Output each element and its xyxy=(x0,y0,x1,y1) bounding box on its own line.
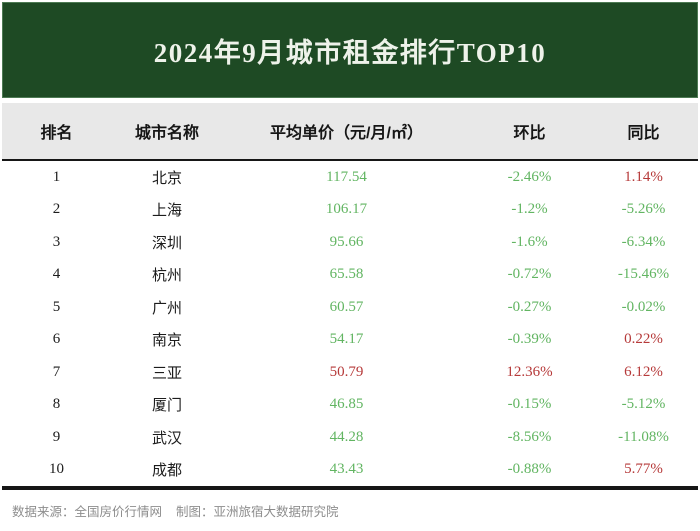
cell-yoy: 5.77% xyxy=(624,461,663,478)
cell-rank: 4 xyxy=(52,266,61,283)
table-row: 9 武汉 44.28 -8.56% -11.08% xyxy=(2,421,698,454)
cell-rank: 10 xyxy=(49,461,64,478)
cell-price: 50.79 xyxy=(329,363,364,380)
cell-rank: 1 xyxy=(52,168,61,185)
cell-rank: 3 xyxy=(52,233,61,250)
cell-price: 54.17 xyxy=(329,331,364,348)
cell-rank: 8 xyxy=(52,396,61,413)
cell-yoy: -0.02% xyxy=(621,298,666,315)
cell-yoy: -5.12% xyxy=(621,396,666,413)
cell-mom: -0.15% xyxy=(507,396,552,413)
cell-mom: -1.6% xyxy=(511,233,548,250)
cell-mom: -0.39% xyxy=(507,331,552,348)
cell-mom: -0.88% xyxy=(507,461,552,478)
cell-price: 117.54 xyxy=(326,168,367,185)
cell-rank: 6 xyxy=(52,331,61,348)
cell-price: 95.66 xyxy=(329,233,364,250)
cell-mom: -8.56% xyxy=(507,428,552,445)
credit-label: 制图：亚洲旅宿大数据研究院 xyxy=(176,504,339,519)
cell-mom: -1.2% xyxy=(511,201,548,218)
cell-yoy: 0.22% xyxy=(624,331,663,348)
cell-city: 广州 xyxy=(151,300,182,317)
cell-city: 成都 xyxy=(151,463,182,480)
table-row: 10 成都 43.43 -0.88% 5.77% xyxy=(2,454,698,487)
table-row: 8 厦门 46.85 -0.15% -5.12% xyxy=(2,389,698,422)
cell-city: 北京 xyxy=(151,170,182,187)
cell-city: 南京 xyxy=(151,333,182,350)
cell-price: 106.17 xyxy=(325,201,368,218)
table-body: 1 北京 117.54 -2.46% 1.14% 2 上海 106.17 -1.2% -5.26%… xyxy=(2,161,698,490)
table-row: 1 北京 117.54 -2.46% 1.14% xyxy=(2,161,698,194)
cell-price: 44.28 xyxy=(329,428,364,445)
cell-yoy: -15.46% xyxy=(617,266,670,283)
cell-mom: 12.36% xyxy=(506,363,553,380)
cell-yoy: -6.34% xyxy=(621,233,666,250)
cell-city: 上海 xyxy=(151,203,182,220)
header-price: 平均单价（元/月/㎡） xyxy=(270,125,423,142)
header-mom: 环比 xyxy=(513,125,546,142)
table-row: 3 深圳 95.66 -1.6% -6.34% xyxy=(2,226,698,259)
cell-mom: -2.46% xyxy=(507,168,552,185)
table-row: 7 三亚 50.79 12.36% 6.12% xyxy=(2,356,698,389)
cell-rank: 5 xyxy=(52,298,61,315)
cell-mom: -0.72% xyxy=(507,266,552,283)
cell-city: 三亚 xyxy=(151,365,182,382)
cell-yoy: 1.14% xyxy=(624,168,663,185)
cell-yoy: -11.08% xyxy=(618,428,669,445)
table-row: 5 广州 60.57 -0.27% -0.02% xyxy=(2,291,698,324)
footer: 数据来源：全国房价行情网 制图：亚洲旅宿大数据研究院 xyxy=(2,490,698,530)
cell-yoy: -5.26% xyxy=(621,201,666,218)
table-header-row: 排名 城市名称 平均单价（元/月/㎡） 环比 同比 xyxy=(2,103,698,161)
header-city: 城市名称 xyxy=(134,125,199,142)
cell-city: 厦门 xyxy=(151,398,182,415)
header-rank: 排名 xyxy=(40,125,73,142)
cell-price: 46.85 xyxy=(329,396,364,413)
page-title: 2024年9月城市租金排行TOP10 xyxy=(153,37,547,68)
cell-city: 深圳 xyxy=(151,235,182,252)
table-row: 2 上海 106.17 -1.2% -5.26% xyxy=(2,194,698,227)
cell-city: 杭州 xyxy=(151,268,182,285)
cell-price: 65.58 xyxy=(329,266,364,283)
cell-yoy: 6.12% xyxy=(624,363,663,380)
data-source-label: 数据来源：全国房价行情网 xyxy=(12,504,163,519)
table-row: 6 南京 54.17 -0.39% 0.22% xyxy=(2,324,698,357)
header-yoy: 同比 xyxy=(627,125,660,142)
cell-rank: 7 xyxy=(52,363,61,380)
title-banner: 2024年9月城市租金排行TOP10 xyxy=(2,2,698,98)
cell-price: 60.57 xyxy=(329,298,364,315)
cell-price: 43.43 xyxy=(329,461,364,478)
table-row: 4 杭州 65.58 -0.72% -15.46% xyxy=(2,259,698,292)
cell-mom: -0.27% xyxy=(507,298,552,315)
cell-rank: 9 xyxy=(52,428,61,445)
cell-city: 武汉 xyxy=(151,430,182,447)
cell-rank: 2 xyxy=(52,201,61,218)
